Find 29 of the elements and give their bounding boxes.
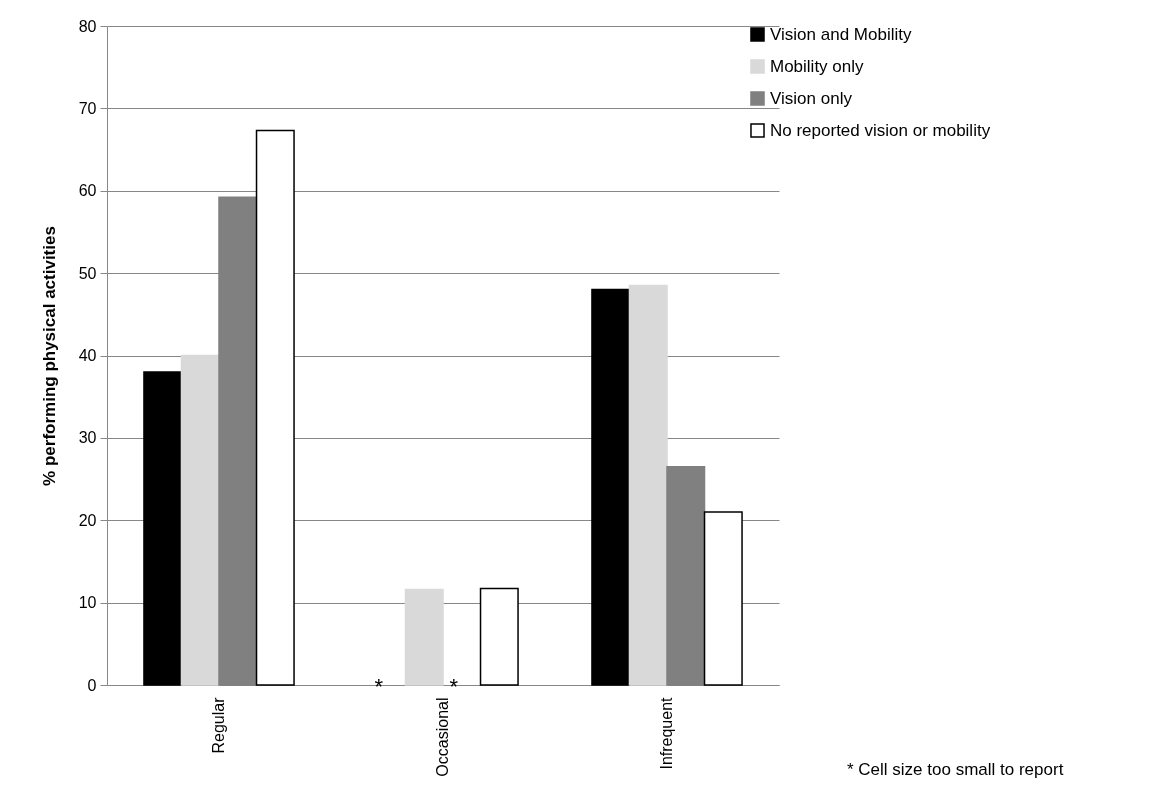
y-tick-label: 0 <box>87 676 97 694</box>
legend-label: No reported vision or mobility <box>770 120 991 140</box>
bar <box>666 465 706 686</box>
y-tick-label: 40 <box>78 347 97 364</box>
legend-label: Vision and Mobility <box>770 24 912 44</box>
bar <box>479 587 519 686</box>
annotation: * <box>374 674 384 699</box>
y-tick-label: 80 <box>78 17 97 35</box>
x-tick-label: Occasional <box>434 697 451 777</box>
y-tick-label: 10 <box>78 594 97 612</box>
y-tick-label: 20 <box>78 511 97 529</box>
y-tick-label: 50 <box>78 264 97 282</box>
bar <box>143 371 183 686</box>
text: * Cell size too small to report <box>847 760 1064 779</box>
y-tick-label: 70 <box>78 99 97 117</box>
y-tick-label: 30 <box>78 429 97 447</box>
legend-label: Mobility only <box>770 56 865 76</box>
y-tick-label: 60 <box>78 182 97 200</box>
bar <box>591 288 631 686</box>
bar <box>703 511 743 686</box>
x-tick-label: Infrequent <box>658 696 675 770</box>
x-tick-label: Regular <box>210 696 227 754</box>
annotation: * <box>449 674 459 699</box>
legend-label: Vision only <box>770 88 853 108</box>
bar <box>628 284 668 686</box>
bar <box>404 588 444 686</box>
y-axis-title: % performing physical activities <box>39 226 59 486</box>
bar <box>255 129 295 686</box>
bar <box>180 354 220 686</box>
